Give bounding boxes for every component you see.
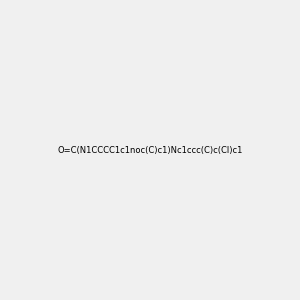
Text: O=C(N1CCCC1c1noc(C)c1)Nc1ccc(C)c(Cl)c1: O=C(N1CCCC1c1noc(C)c1)Nc1ccc(C)c(Cl)c1 [57,146,243,154]
